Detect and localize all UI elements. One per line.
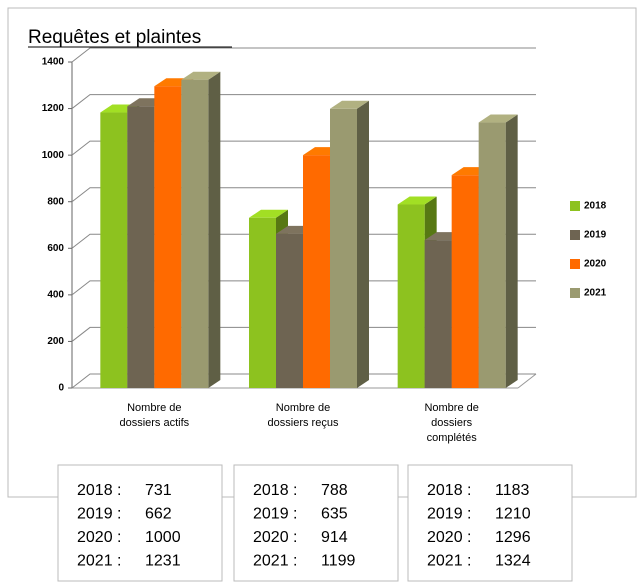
bar-top bbox=[397, 196, 437, 205]
bar bbox=[127, 106, 155, 388]
bar-top bbox=[330, 100, 369, 109]
bar bbox=[100, 112, 128, 388]
box-value: 1183 bbox=[495, 482, 530, 499]
bar bbox=[276, 233, 303, 388]
bar bbox=[303, 155, 330, 388]
bar bbox=[154, 86, 182, 389]
y-tick-label: 800 bbox=[47, 196, 64, 207]
y-tick-label: 0 bbox=[58, 383, 64, 394]
bar bbox=[478, 122, 506, 389]
legend-label: 2020 bbox=[584, 259, 607, 270]
legend-swatch bbox=[570, 259, 580, 269]
y-tick-label: 1400 bbox=[42, 57, 65, 68]
y-tick-label: 400 bbox=[47, 289, 64, 300]
box-value: 914 bbox=[321, 529, 348, 546]
bar bbox=[424, 240, 452, 388]
box-value: 1296 bbox=[495, 529, 531, 546]
bar bbox=[249, 217, 276, 388]
grid-line bbox=[71, 140, 536, 156]
box-value: 635 bbox=[321, 506, 348, 523]
x-tick-label: Nombre de dossiers complétés bbox=[424, 402, 478, 444]
bar-side bbox=[357, 100, 369, 388]
legend-label: 2021 bbox=[584, 288, 607, 299]
chart-title: Requêtes et plaintes bbox=[28, 27, 201, 48]
bar bbox=[330, 108, 357, 388]
box-label: 2018 : bbox=[77, 482, 121, 499]
grid-line bbox=[71, 373, 536, 389]
box-label: 2018 : bbox=[253, 482, 297, 499]
y-tick-label: 600 bbox=[47, 243, 64, 254]
grid-line bbox=[71, 47, 536, 63]
floor-edge bbox=[517, 373, 537, 389]
box-value: 1231 bbox=[145, 553, 181, 570]
box-label: 2021 : bbox=[427, 553, 471, 570]
box-label: 2019 : bbox=[427, 506, 471, 523]
grid-line bbox=[71, 280, 536, 296]
x-tick-label: Nombre de dossiers actifs bbox=[119, 402, 189, 429]
legend-swatch bbox=[570, 288, 580, 298]
box-value: 731 bbox=[145, 482, 172, 499]
bar-top bbox=[249, 209, 288, 218]
box-label: 2021 : bbox=[253, 553, 297, 570]
legend-label: 2018 bbox=[584, 201, 607, 212]
bar-side bbox=[208, 71, 221, 388]
grid-line bbox=[71, 94, 536, 109]
legend-swatch bbox=[570, 230, 580, 240]
bar-side bbox=[505, 114, 518, 389]
box-label: 2019 : bbox=[77, 506, 121, 523]
box-label: 2019 : bbox=[253, 506, 297, 523]
box-value: 662 bbox=[145, 506, 172, 523]
bar-top bbox=[181, 71, 221, 80]
box-value: 1000 bbox=[145, 529, 181, 546]
x-tick-label: Nombre de dossiers reçus bbox=[268, 402, 339, 429]
grid-line bbox=[71, 233, 536, 249]
bar bbox=[181, 79, 209, 388]
grid-line bbox=[71, 187, 536, 203]
bar bbox=[397, 204, 425, 388]
box-label: 2020 : bbox=[77, 529, 121, 546]
box-value: 1324 bbox=[495, 553, 531, 570]
box-label: 2018 : bbox=[427, 482, 471, 499]
bar-top bbox=[478, 114, 518, 123]
value-box bbox=[57, 464, 223, 582]
box-value: 788 bbox=[321, 482, 348, 499]
bar bbox=[451, 175, 479, 388]
box-value: 1210 bbox=[495, 506, 531, 523]
box-label: 2020 : bbox=[253, 529, 297, 546]
y-tick-label: 1200 bbox=[42, 103, 65, 114]
grid-line bbox=[71, 326, 536, 342]
value-box bbox=[233, 464, 399, 582]
legend-swatch bbox=[570, 201, 580, 211]
box-label: 2020 : bbox=[427, 529, 471, 546]
box-label: 2021 : bbox=[77, 553, 121, 570]
legend-label: 2019 bbox=[584, 230, 607, 241]
box-value: 1199 bbox=[321, 553, 356, 570]
y-tick-label: 200 bbox=[47, 336, 64, 347]
value-box bbox=[407, 464, 573, 582]
y-tick-label: 1000 bbox=[42, 150, 65, 161]
